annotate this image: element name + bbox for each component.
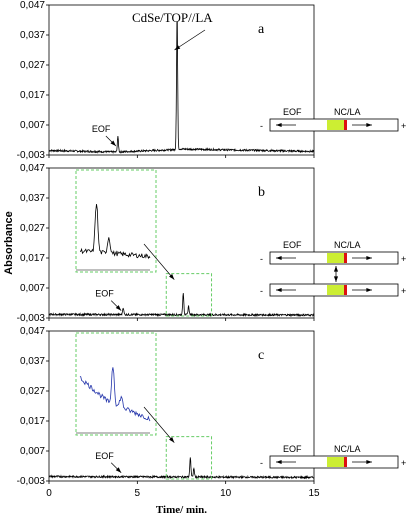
inset-pointer <box>143 243 175 280</box>
y-tick-label: 0,017 <box>20 253 45 264</box>
anode-sign: + <box>401 121 406 131</box>
cathode-sign: - <box>260 458 263 468</box>
analyte-band <box>344 120 347 130</box>
panel-frames <box>46 4 315 484</box>
eof-pointer-head <box>110 140 116 146</box>
y-tick-label: 0,047 <box>20 326 45 337</box>
cathode-sign: - <box>260 121 263 131</box>
eof-pointer-head <box>115 305 122 311</box>
y-tick-label: 0,027 <box>20 223 45 234</box>
migration-arrow-head <box>366 459 372 465</box>
anode-sign: + <box>401 458 406 468</box>
migration-arrow-head <box>366 255 372 261</box>
inset-pointer-head <box>169 273 175 280</box>
cathode-sign: - <box>260 286 263 296</box>
y-tick-label: 0,037 <box>20 356 45 367</box>
reversal-arrow-up <box>333 266 339 272</box>
inset-box <box>75 169 157 273</box>
eof-arrow-head <box>276 287 282 293</box>
y-tick-label: 0,007 <box>20 120 45 131</box>
y-tick-label: 0,047 <box>20 0 45 11</box>
y-tick-label: 0,017 <box>20 416 45 427</box>
panel-letter: c <box>258 348 264 363</box>
eof-label: EOF <box>92 124 111 134</box>
x-tick-label: 15 <box>308 488 320 499</box>
inset-pointer-head <box>169 436 175 443</box>
x-tick-label: 5 <box>135 488 141 499</box>
inset-trace <box>80 203 151 260</box>
cathode-sign: - <box>260 254 263 264</box>
electropherogram-trace <box>48 21 315 154</box>
schematic-eof-label: EOF <box>283 240 302 250</box>
schematic-nc-label: NC/LA <box>334 444 361 454</box>
schematic-layer: - +EOF NC/LA- +EOF NC/LA- +- +EOF NC/LA <box>260 107 406 469</box>
electropherogram-trace <box>48 293 315 318</box>
x-axis-label: Time/ min. <box>156 504 207 516</box>
eof-arrow-head <box>276 122 282 128</box>
inset-box <box>75 332 157 436</box>
annotation-pointer <box>174 29 206 51</box>
y-tick-label: -0,003 <box>17 313 46 324</box>
capillary-schematic: - + EOF NC/LA <box>260 240 406 265</box>
anode-sign: + <box>401 254 406 264</box>
sample-zone <box>327 285 344 295</box>
x-tick-label: 0 <box>46 488 52 499</box>
plot-frame <box>48 167 315 319</box>
electropherogram-trace <box>48 457 315 480</box>
analyte-band <box>344 457 347 467</box>
eof-arrow-head <box>276 459 282 465</box>
label-layer: -0,003 0,007 0,017 0,027 0,037 0,047 a EOF CdSe/… <box>3 0 320 516</box>
x-tick-label: 10 <box>220 488 232 499</box>
y-tick-label: 0,027 <box>20 386 45 397</box>
inset-pointer <box>143 406 175 443</box>
plot-frame <box>48 4 315 156</box>
y-tick-label: 0,047 <box>20 163 45 174</box>
eof-label: EOF <box>95 289 114 299</box>
y-tick-label: 0,037 <box>20 193 45 204</box>
migration-arrow-head <box>366 122 372 128</box>
migration-arrow-head <box>366 287 372 293</box>
reversal-arrow-down <box>333 276 339 282</box>
plot-frame <box>48 330 315 482</box>
anode-sign: + <box>401 286 406 296</box>
schematic-eof-label: EOF <box>283 444 302 454</box>
y-tick-label: 0,007 <box>20 446 45 457</box>
analyte-band <box>344 253 347 263</box>
annotation-pointer-head <box>174 45 181 50</box>
schematic-nc-label: NC/LA <box>334 240 361 250</box>
trace-layer <box>48 21 315 480</box>
capillary-schematic: - + EOF NC/LA <box>260 444 406 469</box>
y-tick-label: -0,003 <box>17 476 46 487</box>
eof-arrow-head <box>276 255 282 261</box>
analyte-band <box>344 285 347 295</box>
capillary-schematic: - + EOF NC/LA <box>260 107 406 132</box>
zoom-region-box <box>165 436 213 480</box>
y-axis-label: Absorbance <box>3 211 15 275</box>
sample-zone <box>327 120 344 130</box>
y-tick-label: 0,007 <box>20 283 45 294</box>
y-tick-label: 0,017 <box>20 90 45 101</box>
inset-layer <box>75 169 213 480</box>
inset-trace <box>79 367 151 422</box>
eof-pointer-head <box>115 467 122 473</box>
compound-annotation: CdSe/TOP//LA <box>132 10 213 25</box>
panel-letter: b <box>258 185 265 200</box>
sample-zone <box>327 457 344 467</box>
sample-zone <box>327 253 344 263</box>
y-tick-label: 0,037 <box>20 30 45 41</box>
capillary-schematic: - + <box>260 283 406 297</box>
y-tick-label: -0,003 <box>17 150 46 161</box>
y-tick-label: 0,027 <box>20 60 45 71</box>
schematic-nc-label: NC/LA <box>334 107 361 117</box>
schematic-eof-label: EOF <box>283 107 302 117</box>
panel-letter: a <box>258 22 265 37</box>
eof-label: EOF <box>95 451 114 461</box>
zoom-region-box <box>165 273 213 317</box>
